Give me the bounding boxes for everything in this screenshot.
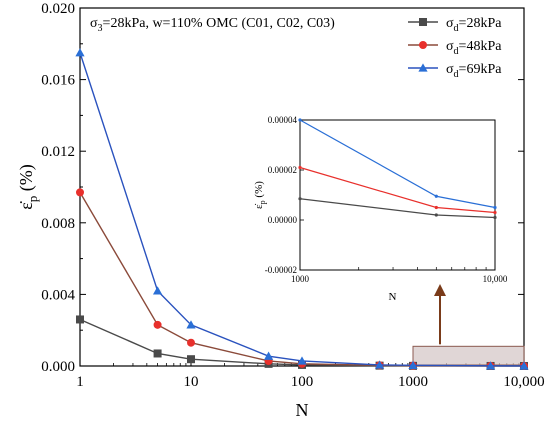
inset-data-point-0-0: [298, 197, 302, 201]
legend-label: σd=28kPa: [446, 16, 502, 34]
inset-frame: [299, 119, 496, 271]
data-point-0-0: [76, 315, 84, 324]
condition-text: σ3=28kPa, w=110% OMC (C01, C02, C03): [90, 16, 335, 34]
data-point-2-1: [152, 286, 163, 295]
x-axis-label: N: [296, 400, 309, 420]
y-tick-label: 0.000: [41, 359, 75, 375]
x-tick-label: 1000: [398, 374, 428, 390]
legend-marker: [419, 41, 427, 49]
data-point-2-0: [75, 48, 85, 57]
data-point-2-4: [297, 356, 307, 365]
inset-y-tick-label: 0.00002: [268, 165, 297, 175]
data-point-0-1: [153, 349, 162, 358]
x-tick-label: 10,000: [503, 374, 544, 390]
inset-data-point-0-2: [493, 215, 497, 220]
inset-x-tick-label: 10,000: [483, 274, 508, 284]
y-tick-label: 0.020: [41, 1, 75, 17]
inset-x-tick-label: 1000: [291, 274, 310, 284]
data-point-1-0: [76, 188, 84, 197]
inset-y-tick-label: 0.00000: [268, 215, 298, 225]
inset-data-point-2-2: [493, 205, 497, 210]
inset-x-axis-label: N: [389, 291, 397, 303]
data-point-2-7: [485, 361, 496, 370]
data-point-1-1: [153, 320, 162, 329]
legend-marker: [418, 63, 428, 72]
data-point-0-2: [187, 355, 195, 364]
data-point-2-5: [374, 360, 385, 369]
y-tick-label: 0.016: [41, 73, 75, 89]
data-point-2-3: [263, 351, 274, 360]
inset-y-axis-label: ε̇p (%): [253, 181, 267, 209]
inset-data-point-0-1: [434, 213, 438, 217]
y-tick-label: 0.004: [41, 287, 75, 303]
data-point-2-6: [408, 360, 418, 369]
x-tick-label: 1: [76, 374, 84, 390]
zoom-region: [412, 345, 525, 366]
inset-y-tick-label: 0.00004: [268, 115, 298, 125]
x-tick-label: 10: [184, 374, 199, 390]
x-tick-label: 100: [291, 374, 314, 390]
data-point-2-2: [186, 320, 196, 329]
inset-y-tick-label: -0.00002: [265, 265, 297, 275]
legend-marker: [419, 18, 427, 26]
data-point-1-2: [187, 338, 195, 347]
inset-data-point-1-1: [434, 205, 438, 210]
legend-label: σd=69kPa: [446, 62, 502, 80]
zoom-arrow-head: [434, 284, 446, 296]
y-tick-label: 0.012: [41, 144, 75, 160]
legend-label: σd=48kPa: [446, 39, 502, 57]
data-point-2-8: [519, 361, 529, 370]
y-tick-label: 0.008: [41, 216, 75, 232]
inset-data-point-1-0: [298, 165, 302, 170]
inset-data-point-1-2: [493, 210, 497, 215]
inset-chart: -0.00002 0.00000 0.00002 0.00004 1000 10,000 N…: [253, 115, 508, 303]
inset-data-point-2-0: [298, 118, 302, 122]
y-axis-label: ε̇p (%): [16, 164, 40, 210]
inset-data-point-2-1: [434, 194, 438, 198]
